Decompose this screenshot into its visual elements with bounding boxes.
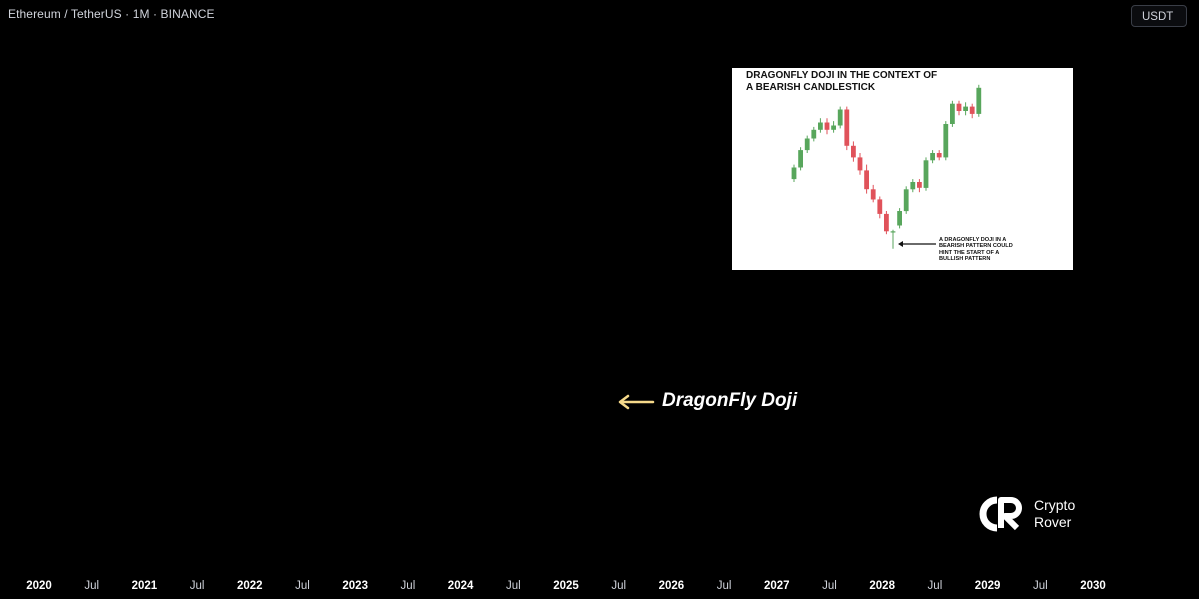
inset-title: DRAGONFLY DOJI IN THE CONTEXT OF A BEARI… <box>746 70 976 94</box>
inset-candle-body <box>903 189 909 212</box>
inset-candle-body <box>831 125 836 130</box>
x-tick-label: Jul <box>506 580 521 592</box>
inset-candle-body <box>936 153 942 158</box>
x-tick-label: 2024 <box>448 580 474 592</box>
x-tick-label: 2027 <box>764 580 790 592</box>
brand-line: Rover <box>1034 514 1072 530</box>
inset-candle-body <box>923 160 929 188</box>
inset-candle-body <box>930 153 935 161</box>
x-tick-label: 2020 <box>26 580 52 592</box>
symbol-title: Ethereum / TetherUS · 1M · BINANCE <box>8 7 215 21</box>
x-tick-label: Jul <box>84 580 99 592</box>
inset-candle-body <box>870 189 876 200</box>
inset-candle-body <box>956 103 962 111</box>
inset-candle-body <box>897 211 902 226</box>
inset-candle-body <box>864 170 869 190</box>
inset-candle-body <box>877 199 883 214</box>
inset-candle-body <box>910 182 916 190</box>
annotation-label: DragonFly Doji <box>662 390 798 411</box>
inset-note-line: HINT THE START OF A <box>939 249 1000 256</box>
inset-note: A DRAGONFLY DOJI IN A BEARISH PATTERN CO… <box>939 237 1029 263</box>
arrow-left-icon <box>618 394 655 410</box>
x-tick-label: Jul <box>822 580 837 592</box>
x-tick-label: Jul <box>295 580 310 592</box>
inset-chart <box>791 84 982 249</box>
x-tick-label: Jul <box>401 580 416 592</box>
inset-illustration: DRAGONFLY DOJI IN THE CONTEXT OF A BEARI… <box>732 68 1073 270</box>
inset-candle-body <box>950 103 955 124</box>
x-tick-label: 2022 <box>237 580 263 592</box>
x-tick-label: Jul <box>717 580 732 592</box>
x-tick-label: Jul <box>1033 580 1048 592</box>
x-tick-label: 2026 <box>659 580 685 592</box>
inset-title-line: DRAGONFLY DOJI IN THE CONTEXT OF <box>746 70 938 81</box>
crypto-rover-logo-icon <box>979 496 1022 532</box>
currency-button[interactable]: USDT <box>1131 5 1187 27</box>
inset-pointer-arrowhead <box>898 241 903 247</box>
inset-title-line: A BEARISH CANDLESTICK <box>746 82 876 93</box>
inset-note-line: BEARISH PATTERN COULD <box>939 243 1013 250</box>
inset-candle-body <box>851 145 856 158</box>
inset-candle-body <box>791 167 797 180</box>
inset-candle-body <box>818 122 823 130</box>
inset-candle-body <box>804 138 810 151</box>
x-tick-label: Jul <box>611 580 626 592</box>
inset-candle-body <box>811 129 817 139</box>
x-tick-label: 2021 <box>132 580 158 592</box>
inset-candle-body <box>837 109 843 126</box>
inset-candle-body <box>798 150 803 168</box>
inset-candle-body <box>844 109 850 146</box>
x-tick-label: Jul <box>928 580 943 592</box>
inset-candle-body <box>884 213 889 232</box>
brand-name: Crypto Rover <box>1034 497 1075 531</box>
inset-candle-body <box>917 182 922 188</box>
inset-candle-body <box>824 122 830 130</box>
inset-candle-body <box>943 124 949 158</box>
inset-candle-body <box>976 87 982 114</box>
inset-candle-body <box>857 157 863 171</box>
inset-note-line: A DRAGONFLY DOJI IN A <box>939 237 1007 243</box>
inset-candle-body <box>969 106 975 114</box>
x-tick-label: 2028 <box>869 580 895 592</box>
x-tick-label: 2025 <box>553 580 579 592</box>
inset-note-line: BULLISH PATTERN <box>939 256 991 263</box>
inset-candle-body <box>963 106 968 111</box>
x-tick-label: 2029 <box>975 580 1001 592</box>
x-tick-label: 2030 <box>1080 580 1106 592</box>
x-tick-label: Jul <box>190 580 205 592</box>
inset-candle-body <box>890 231 896 233</box>
brand-line: Crypto <box>1034 497 1076 513</box>
x-tick-label: 2023 <box>342 580 368 592</box>
